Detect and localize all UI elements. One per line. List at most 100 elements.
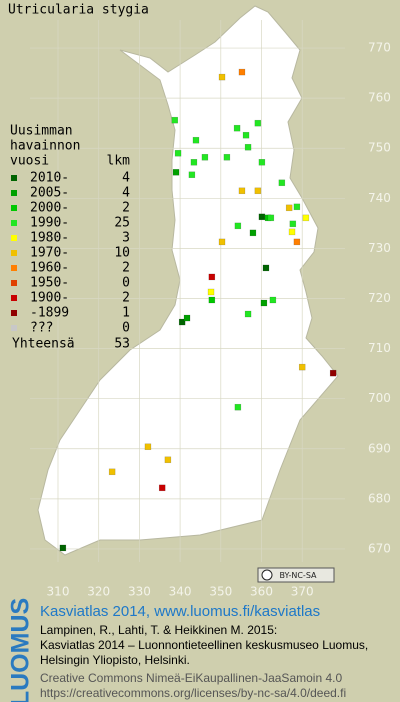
occurrence [188, 171, 196, 179]
legend-count: 2 [122, 201, 130, 216]
occurrence [164, 456, 172, 464]
occurrence [244, 143, 252, 151]
y-tick-label: 750 [368, 141, 391, 155]
legend-count: 3 [122, 231, 130, 246]
occurrence [192, 136, 200, 144]
legend-swatch [11, 325, 17, 331]
legend-count: 2 [122, 291, 130, 306]
occurrence [238, 187, 246, 195]
occurrence [178, 318, 186, 326]
occurrence [288, 228, 296, 236]
y-tick-label: 690 [368, 441, 391, 455]
legend-count: 0 [122, 321, 130, 336]
occurrence [285, 204, 293, 212]
x-tick-label: 310 [47, 585, 70, 599]
occurrence [233, 124, 241, 132]
legend-swatch [11, 235, 17, 241]
legend-count: 4 [122, 171, 130, 186]
legend-total-label: Yhteensä [12, 337, 75, 352]
legend-label: 1980- [30, 231, 69, 246]
legend-label: 2000- [30, 201, 69, 216]
occurrence [144, 443, 152, 451]
occurrence [171, 116, 179, 124]
occurrence [174, 149, 182, 157]
occurrence [244, 310, 252, 318]
occurrence [242, 131, 250, 139]
legend-label: 2005- [30, 186, 69, 201]
y-tick-label: 720 [368, 291, 391, 305]
logo: LUOMUS [7, 598, 35, 702]
occurrence [218, 238, 226, 246]
legend-count: 10 [114, 246, 130, 261]
legend-label: -1899 [30, 306, 69, 321]
x-tick-label: 320 [87, 585, 110, 599]
citation: Helsingin Yliopisto, Helsinki. [40, 653, 190, 667]
occurrence [108, 468, 116, 476]
y-tick-label: 740 [368, 191, 391, 205]
legend-count-header: lkm [107, 154, 131, 169]
y-tick-label: 770 [368, 41, 391, 55]
legend-header: havainnon [10, 139, 80, 154]
legend-count: 2 [122, 261, 130, 276]
legend-count: 25 [114, 216, 130, 231]
occurrence [249, 229, 257, 237]
occurrence [267, 214, 275, 222]
legend-swatch [11, 205, 17, 211]
occurrence [269, 296, 277, 304]
occurrence [293, 203, 301, 211]
occurrence [293, 238, 301, 246]
finland-outline [37, 5, 339, 556]
occurrence [298, 363, 306, 371]
legend-swatch [11, 220, 17, 226]
occurrence [258, 213, 266, 221]
legend-swatch [11, 295, 17, 301]
legend-swatch [11, 310, 17, 316]
occurrence [207, 288, 215, 296]
occurrence [289, 220, 297, 228]
legend-count: 4 [122, 186, 130, 201]
occurrence [158, 484, 166, 492]
legend-count: 1 [122, 306, 130, 321]
occurrence [278, 179, 286, 187]
y-tick-label: 710 [368, 341, 391, 355]
legend-count: 0 [122, 276, 130, 291]
legend-swatch [11, 190, 17, 196]
legend-label: 1990- [30, 216, 69, 231]
legend-total: 53 [114, 337, 130, 352]
legend-label: 1900- [30, 291, 69, 306]
legend-label: 1960- [30, 261, 69, 276]
occurrence [329, 369, 337, 377]
occurrence [254, 187, 262, 195]
occurrence [223, 153, 231, 161]
x-tick-label: 360 [250, 585, 273, 599]
legend-header: vuosi [10, 154, 49, 169]
badge-box [257, 567, 335, 583]
cc-icon [261, 569, 273, 581]
occurrence [218, 73, 226, 81]
grid [30, 20, 345, 562]
y-tick-label: 760 [368, 91, 391, 105]
legend-label: ??? [30, 321, 53, 336]
occurrence [190, 159, 198, 166]
occurrence [302, 214, 310, 222]
badge-text: BY-NC-SA [279, 571, 317, 580]
legend-label: 2010- [30, 171, 69, 186]
occurrence [59, 544, 67, 552]
x-tick-label: 340 [169, 585, 192, 599]
occurrence [234, 403, 242, 411]
y-tick-label: 670 [368, 541, 391, 555]
legend-swatch [11, 265, 17, 271]
occurrence [183, 314, 191, 322]
title: Utricularia stygia [8, 3, 149, 18]
occurrence [172, 169, 180, 176]
occurrence [260, 299, 268, 307]
x-tick-label: 350 [209, 585, 232, 599]
occurrence [201, 153, 209, 161]
citation: Lampinen, R., Lahti, T. & Heikkinen M. 2… [40, 623, 277, 637]
legend-swatch [11, 175, 17, 181]
y-tick-label: 680 [368, 491, 391, 505]
points [59, 68, 337, 552]
